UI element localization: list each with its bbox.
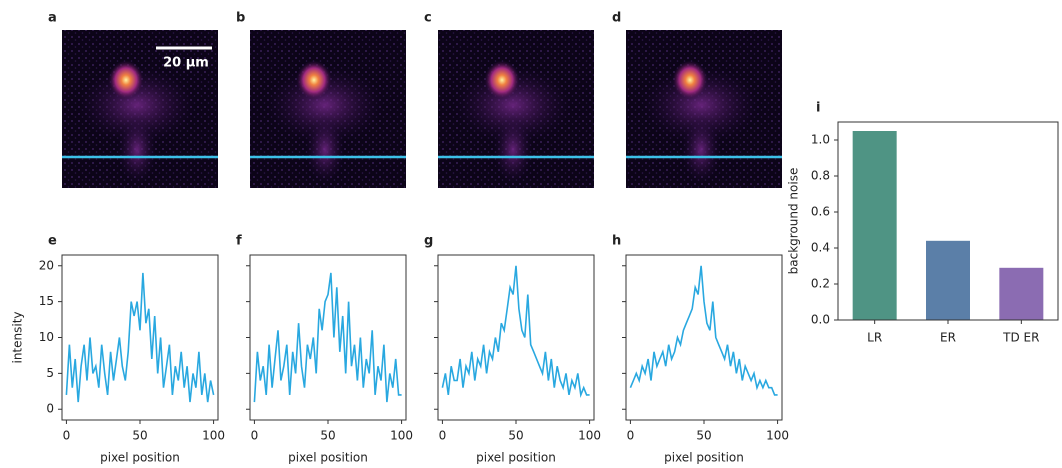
y-tick-label: 0.8 (811, 169, 830, 183)
axes-frame (249, 254, 407, 421)
soma (108, 60, 144, 100)
x-tick-label: 100 (766, 429, 789, 443)
x-tick-label: 100 (390, 429, 413, 443)
x-tick-label: ER (940, 331, 956, 345)
y-tick-label: 0.0 (811, 313, 830, 327)
y-tick-label: 15 (39, 294, 54, 308)
data-line (441, 265, 590, 398)
x-axis-label: pixel position (288, 451, 368, 465)
dendrite-haze (493, 115, 533, 185)
panel-label: g (424, 234, 433, 249)
dendrite-haze (77, 65, 197, 145)
micrograph (62, 30, 218, 188)
y-tick-label: 10 (39, 330, 54, 344)
panel-label: c (424, 11, 432, 26)
bar (926, 240, 970, 320)
bar (852, 131, 897, 320)
x-tick-label: TD ER (1002, 331, 1039, 345)
x-tick-label: 100 (202, 429, 225, 443)
data-line (629, 265, 778, 396)
data-line (253, 272, 402, 403)
dendrite-haze (681, 115, 721, 185)
y-tick-label: 5 (46, 366, 54, 380)
micrograph (250, 30, 406, 188)
scale-bar-label: 20 µm (163, 56, 209, 71)
x-axis-label: pixel position (476, 451, 556, 465)
y-tick-label: 0.6 (811, 205, 830, 219)
soma (296, 60, 332, 100)
data-line (65, 272, 215, 403)
panel-label: b (236, 11, 245, 26)
axes-frame (437, 254, 595, 421)
dendrite-haze (265, 65, 385, 145)
dendrite-haze (117, 115, 157, 185)
x-axis-label: pixel position (100, 451, 180, 465)
y-tick-label: 1.0 (811, 133, 830, 147)
x-tick-label: 0 (439, 429, 447, 443)
dendrite-haze (453, 65, 573, 145)
y-axis-label: intensity (11, 311, 25, 363)
y-axis-label: background noise (787, 168, 801, 275)
micrograph (626, 30, 782, 188)
x-axis-label: pixel position (664, 451, 744, 465)
soma (672, 60, 708, 100)
x-tick-label: 0 (63, 429, 71, 443)
x-tick-label: 50 (508, 429, 523, 443)
x-tick-label: 50 (132, 429, 147, 443)
x-tick-label: 0 (627, 429, 635, 443)
x-tick-label: 0 (251, 429, 259, 443)
panel-label: e (48, 234, 57, 249)
x-tick-label: LR (867, 331, 882, 345)
micrograph (438, 30, 594, 188)
x-tick-label: 50 (696, 429, 711, 443)
y-tick-label: 0.4 (811, 241, 830, 255)
y-tick-label: 0.2 (811, 277, 830, 291)
axes-frame (625, 254, 783, 421)
x-tick-label: 100 (578, 429, 601, 443)
x-tick-label: 50 (320, 429, 335, 443)
panel-label: d (612, 11, 621, 26)
dendrite-haze (641, 65, 761, 145)
panel-label: a (48, 11, 57, 26)
y-tick-label: 0 (46, 402, 54, 416)
panel-label: f (236, 234, 242, 249)
bar (999, 267, 1044, 320)
panel-label: i (816, 101, 820, 116)
dendrite-haze (305, 115, 345, 185)
axes-frame (61, 254, 219, 421)
axes-frame (837, 121, 1059, 321)
soma (484, 60, 520, 100)
panel-label: h (612, 234, 621, 249)
y-tick-label: 20 (39, 258, 54, 272)
